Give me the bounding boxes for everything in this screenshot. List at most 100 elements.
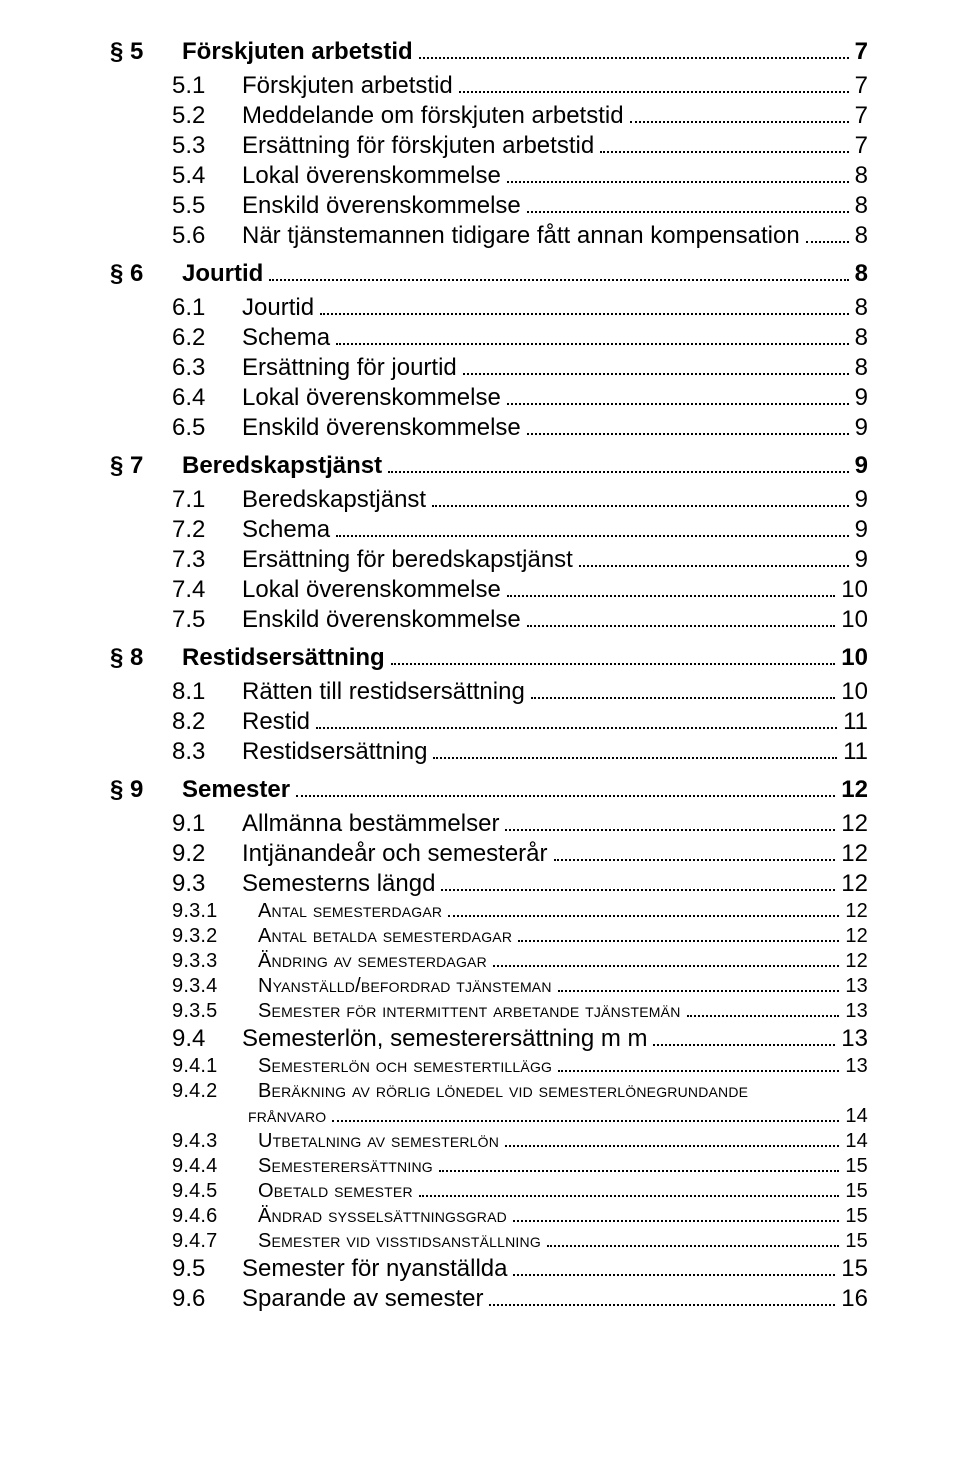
toc-entry-sub: 7.5Enskild överenskommelse10 <box>172 606 868 634</box>
toc-entry-number: 6.4 <box>172 384 242 412</box>
toc-leader <box>448 903 839 917</box>
toc-entry-page: 7 <box>855 102 868 130</box>
toc-leader <box>507 389 849 405</box>
toc-entry-title: Antal betalda semesterdagar <box>258 925 512 948</box>
toc-entry-subsub: 9.4.1Semesterlön och semestertillägg13 <box>172 1055 868 1078</box>
toc-entry-page: 9 <box>855 384 868 412</box>
toc-entry-title: Beräkning av rörlig lönedel vid semester… <box>258 1080 748 1103</box>
toc-entry-number: 9.4.3 <box>172 1130 258 1153</box>
toc-entry-page: 8 <box>855 192 868 220</box>
toc-entry-subsub: 9.4.2Beräkning av rörlig lönedel vid sem… <box>172 1080 868 1103</box>
toc-entry-number: 6.3 <box>172 354 242 382</box>
toc-entry-title: När tjänstemannen tidigare fått annan ko… <box>242 222 800 250</box>
toc-entry-number: 9.3 <box>172 870 242 898</box>
toc-entry-subsub: 9.3.2Antal betalda semesterdagar 12 <box>172 925 868 948</box>
toc-entry-title: Lokal överenskommelse <box>242 384 501 412</box>
toc-entry-page: 8 <box>855 162 868 190</box>
toc-leader <box>558 978 840 992</box>
toc-entry-title: Restidsersättning <box>242 738 427 766</box>
toc-entry-title: Utbetalning av semesterlön <box>258 1130 499 1153</box>
toc-entry-number: 8.3 <box>172 738 242 766</box>
toc-entry-subsub: 9.4.3Utbetalning av semesterlön 14 <box>172 1130 868 1153</box>
toc-entry-title: Lokal överenskommelse <box>242 162 501 190</box>
toc-entry-number: 7.5 <box>172 606 242 634</box>
toc-entry-title: Beredskapstjänst <box>242 486 426 514</box>
toc-leader <box>441 875 835 891</box>
toc-entry-page: 12 <box>841 776 868 804</box>
toc-entry-sub: 5.6När tjänstemannen tidigare fått annan… <box>172 222 868 250</box>
toc-leader <box>513 1260 835 1276</box>
toc-leader <box>388 457 849 473</box>
toc-leader <box>320 299 849 315</box>
toc-entry-section: § 5Förskjuten arbetstid7 <box>110 38 868 66</box>
toc-entry-number: § 5 <box>110 38 182 66</box>
toc-entry-title: Intjänandeår och semesterår <box>242 840 548 868</box>
toc-entry-page: 10 <box>841 576 868 604</box>
toc-entry-sub: 9.2Intjänandeår och semesterår12 <box>172 840 868 868</box>
toc-entry-number: 6.2 <box>172 324 242 352</box>
toc-entry-title: Meddelande om förskjuten arbetstid <box>242 102 624 130</box>
toc-entry-sub: 7.4Lokal överenskommelse10 <box>172 576 868 604</box>
toc-entry-page: 7 <box>855 132 868 160</box>
toc-entry-number: 9.4.5 <box>172 1180 258 1203</box>
toc-entry-page: 12 <box>845 950 868 973</box>
toc-entry-page: 7 <box>855 72 868 100</box>
toc-entry-sub: 9.5Semester för nyanställda15 <box>172 1255 868 1283</box>
toc-entry-continuation: frånvaro14 <box>248 1105 868 1128</box>
toc-entry-sub: 5.5Enskild överenskommelse8 <box>172 192 868 220</box>
toc-entry-number: 9.5 <box>172 1255 242 1283</box>
toc-entry-page: 8 <box>855 354 868 382</box>
toc-leader <box>579 551 849 567</box>
toc-leader <box>269 265 848 281</box>
toc-entry-page: 12 <box>845 900 868 923</box>
toc-entry-number: 5.1 <box>172 72 242 100</box>
toc-entry-number: 9.3.2 <box>172 925 258 948</box>
toc-leader <box>507 167 849 183</box>
toc-entry-subsub: 9.4.7Semester vid visstidsanställning15 <box>172 1230 868 1253</box>
toc-entry-number: 9.4.1 <box>172 1055 258 1078</box>
toc-entry-page: 9 <box>855 486 868 514</box>
toc-leader <box>493 953 839 967</box>
toc-entry-number: 7.2 <box>172 516 242 544</box>
toc-entry-title: Jourtid <box>242 294 314 322</box>
toc-entry-title: Schema <box>242 324 330 352</box>
toc-leader <box>653 1030 835 1046</box>
toc-entry-page: 13 <box>841 1025 868 1053</box>
toc-leader <box>507 581 836 597</box>
toc-leader <box>687 1003 840 1017</box>
toc-entry-number: 9.2 <box>172 840 242 868</box>
toc-entry-sub: 9.3Semesterns längd12 <box>172 870 868 898</box>
toc-entry-section: § 9Semester12 <box>110 776 868 804</box>
toc-entry-page: 12 <box>845 925 868 948</box>
toc-entry-number: 9.1 <box>172 810 242 838</box>
toc-entry-sub: 8.1Rätten till restidsersättning10 <box>172 678 868 706</box>
toc-entry-title: Ersättning för förskjuten arbetstid <box>242 132 594 160</box>
toc-entry-page: 9 <box>855 452 868 480</box>
toc-entry-number: 9.3.5 <box>172 1000 258 1023</box>
toc-leader <box>554 845 836 861</box>
toc-entry-page: 12 <box>841 870 868 898</box>
toc-page: § 5Förskjuten arbetstid75.1Förskjuten ar… <box>0 0 960 1375</box>
toc-leader <box>439 1158 840 1172</box>
toc-entry-page: 13 <box>845 1055 868 1078</box>
toc-entry-title: Semesterersättning <box>258 1155 433 1178</box>
toc-entry-number: § 9 <box>110 776 182 804</box>
toc-entry-number: 7.1 <box>172 486 242 514</box>
toc-leader <box>332 1108 839 1122</box>
toc-entry-sub: 6.5Enskild överenskommelse9 <box>172 414 868 442</box>
toc-leader <box>518 928 839 942</box>
toc-entry-sub: 9.1Allmänna bestämmelser 12 <box>172 810 868 838</box>
toc-leader <box>432 491 849 507</box>
toc-entry-title: Rätten till restidsersättning <box>242 678 525 706</box>
toc-entry-title: Allmänna bestämmelser <box>242 810 499 838</box>
toc-entry-page: 14 <box>845 1130 868 1153</box>
toc-entry-page: 9 <box>855 516 868 544</box>
toc-entry-page: 16 <box>841 1285 868 1313</box>
toc-leader <box>531 683 836 699</box>
toc-entry-title: Enskild överenskommelse <box>242 414 521 442</box>
toc-entry-number: 9.3.3 <box>172 950 258 973</box>
toc-entry-page: 12 <box>841 810 868 838</box>
toc-entry-sub: 5.4Lokal överenskommelse8 <box>172 162 868 190</box>
toc-entry-title: Enskild överenskommelse <box>242 606 521 634</box>
toc-leader <box>547 1233 839 1247</box>
